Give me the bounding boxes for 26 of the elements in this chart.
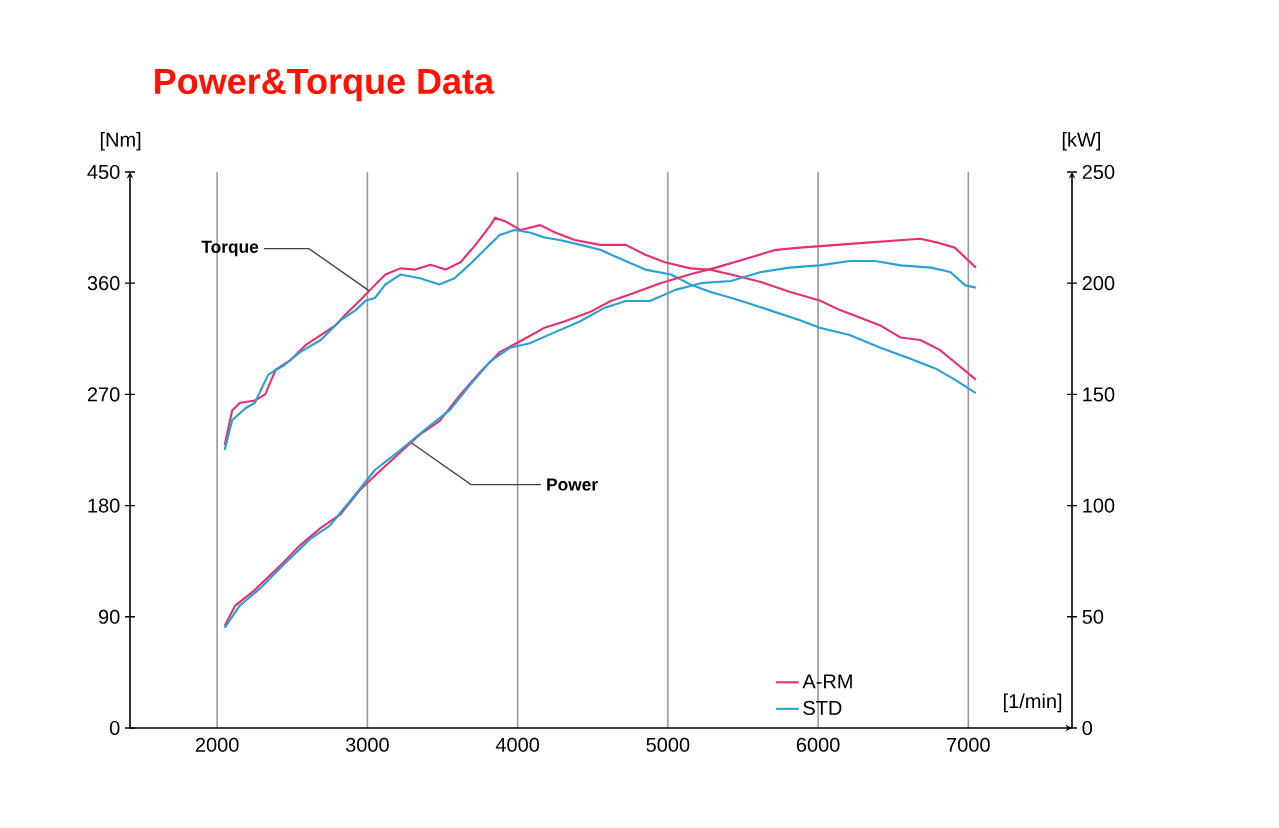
y-tick-label: 0	[109, 720, 120, 736]
x-tick-label: 6000	[796, 737, 840, 752]
y2-axis-title: [kW]	[1062, 131, 1100, 151]
annotation: Power	[547, 478, 598, 491]
x-tick-label: 2000	[195, 737, 239, 752]
y-axis-title: [Nm]	[100, 131, 141, 151]
y2-tick-label: 100	[1083, 498, 1115, 513]
y-tick-label: 90	[98, 609, 120, 624]
y-tick-label: 270	[87, 387, 120, 402]
chart-title: Power&Torque Data	[155, 68, 495, 102]
annotation: Torque	[201, 240, 259, 257]
x-tick-label: 7000	[947, 737, 990, 752]
y2-tick-label: 250	[1082, 164, 1115, 180]
x-tick-label: 4000	[495, 737, 540, 752]
y2-tick-label: 200	[1082, 276, 1115, 291]
y-tick-label: 450	[87, 164, 120, 180]
x-tick-label: 3000	[345, 737, 389, 752]
legend-label: A-RM	[802, 674, 852, 689]
y2-tick-label: 150	[1083, 387, 1115, 402]
x-tick-label: 5000	[646, 737, 690, 752]
legend-label: STD	[803, 700, 842, 716]
x-axis-title: [1/min]	[1003, 693, 1062, 713]
y-tick-label: 180	[88, 498, 120, 513]
y2-tick-label: 50	[1082, 609, 1104, 624]
y2-tick-label: 0	[1082, 720, 1093, 736]
y-tick-label: 360	[87, 276, 120, 291]
